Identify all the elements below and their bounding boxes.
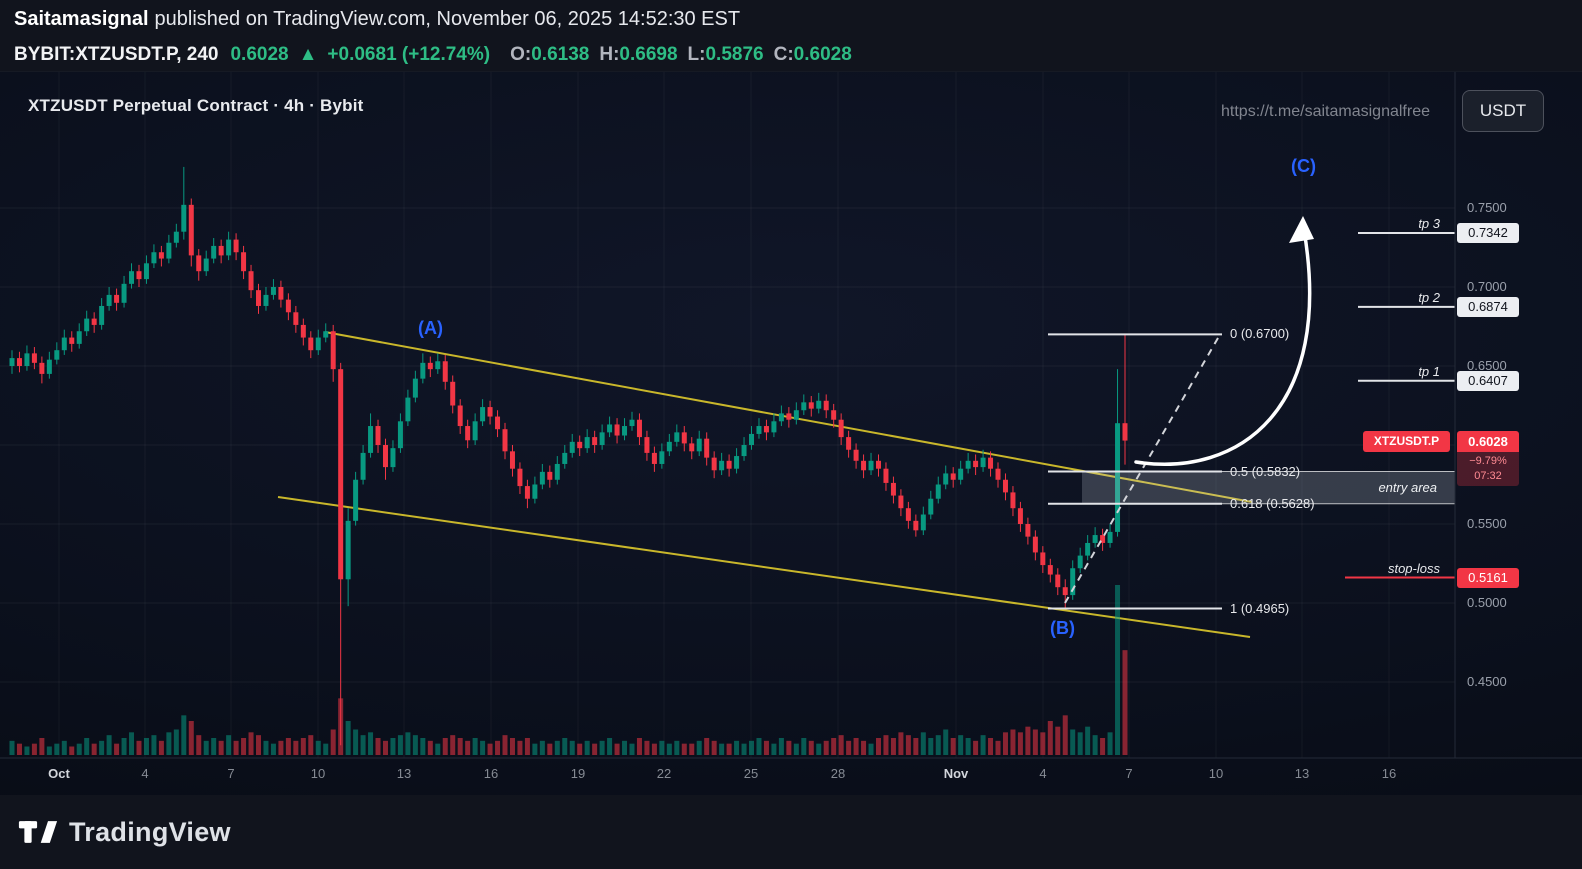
fib-label-05: 0.5 (0.5832) xyxy=(1230,463,1301,479)
time-axis-label: 13 xyxy=(396,766,412,781)
entry-area-label: entry area xyxy=(1378,479,1437,495)
time-axis-label: Oct xyxy=(48,766,70,781)
currency-toggle-button[interactable]: USDT xyxy=(1462,90,1544,132)
change-percent: −9.79% xyxy=(1469,454,1507,467)
time-axis[interactable]: Oct 4 7 10 13 16 19 22 25 28 Nov 4 7 10 13 16 xyxy=(0,758,1455,795)
time-axis-label: 7 xyxy=(1125,766,1133,781)
fib-label-0618: 0.618 (0.5628) xyxy=(1230,495,1315,511)
tp2-price-box: 0.6874 xyxy=(1457,296,1519,317)
wave-label-c: (C) xyxy=(1291,156,1316,176)
chart-panel: XTZUSDT Perpetual Contract · 4h · Bybit … xyxy=(0,72,1582,795)
time-axis-label: 22 xyxy=(656,766,672,781)
price-axis[interactable]: 0.7500 0.7000 0.6500 0.5500 0.5000 0.4500 xyxy=(1455,72,1582,758)
time-axis-label: 28 xyxy=(830,766,846,781)
fib-label-0: 0 (0.6700) xyxy=(1230,326,1290,342)
volume-series xyxy=(9,585,1128,755)
publish-bar: Saitamasignal published on TradingView.c… xyxy=(0,0,1582,38)
time-axis-label: 13 xyxy=(1294,766,1310,781)
entry-area-band xyxy=(1082,471,1455,504)
tp3-label: tp 3 xyxy=(1418,215,1440,231)
tp3-price-box: 0.7342 xyxy=(1457,222,1519,243)
last-price-change: −9.79% 07:32 xyxy=(1457,451,1519,486)
last-price: 0.6028 xyxy=(230,43,289,65)
low-value: 0.5876 xyxy=(705,43,764,65)
time-axis-label: 10 xyxy=(310,766,326,781)
time-axis-label: 19 xyxy=(570,766,586,781)
stop-loss-price-box: 0.5161 xyxy=(1457,567,1519,588)
high-label: H: xyxy=(599,43,620,65)
projection-arrow-head xyxy=(1289,216,1314,243)
high-value: 0.6698 xyxy=(619,43,678,65)
last-price-axis-label: 0.6028 −9.79% 07:32 xyxy=(1457,430,1519,486)
author-name: Saitamasignal xyxy=(14,7,149,30)
time-axis-label: 10 xyxy=(1208,766,1224,781)
up-arrow-icon: ▲ xyxy=(298,43,318,65)
open-value: 0.6138 xyxy=(531,43,590,65)
time-axis-label: 4 xyxy=(141,766,149,781)
close-label: C: xyxy=(773,43,794,65)
chart-title: XTZUSDT Perpetual Contract · 4h · Bybit xyxy=(28,96,364,115)
price-axis-label: 0.5000 xyxy=(1467,595,1507,610)
close-value: 0.6028 xyxy=(793,43,852,65)
bar-countdown: 07:32 xyxy=(1474,469,1502,482)
take-profit-lines xyxy=(1345,231,1455,579)
wave-label-b: (B) xyxy=(1050,618,1075,638)
stop-loss-label: stop-loss xyxy=(1387,560,1440,576)
tp1-label: tp 1 xyxy=(1418,363,1440,379)
time-axis-label: 4 xyxy=(1039,766,1047,781)
wave-label-a: (A) xyxy=(418,318,443,338)
time-axis-label: 7 xyxy=(227,766,235,781)
price-axis-label: 0.5500 xyxy=(1467,516,1507,531)
open-label: O: xyxy=(510,43,532,65)
time-axis-label: 25 xyxy=(743,766,759,781)
symbol-interval: BYBIT:XTZUSDT.P, 240 xyxy=(14,43,219,65)
chart-grid xyxy=(0,72,1455,758)
ticker-bar: BYBIT:XTZUSDT.P, 240 0.6028 ▲ +0.0681 (+… xyxy=(0,38,1582,72)
candlestick-series xyxy=(9,166,1128,746)
telegram-link[interactable]: https://t.me/saitamasignalfree xyxy=(1221,103,1430,120)
brand-name: TradingView xyxy=(69,816,231,847)
tradingview-logo[interactable] xyxy=(18,815,58,849)
price-axis-label: 0.7000 xyxy=(1467,279,1507,294)
fib-retracement-lines xyxy=(1048,333,1222,610)
price-axis-label: 0.7500 xyxy=(1467,200,1507,215)
time-axis-label: 16 xyxy=(483,766,499,781)
projection-arrow xyxy=(1134,228,1312,466)
tp1-price-box: 0.6407 xyxy=(1457,370,1519,391)
price-axis-label: 0.4500 xyxy=(1467,674,1507,689)
last-price-value: 0.6028 xyxy=(1457,430,1519,452)
price-change: +0.0681 (+12.74%) xyxy=(327,43,491,65)
low-label: L: xyxy=(687,43,706,65)
footer: TradingView xyxy=(0,795,1582,869)
price-axis-label: 0.6500 xyxy=(1467,358,1507,373)
symbol-price-badge: XTZUSDT.P xyxy=(1363,430,1450,452)
projection-dashed-line xyxy=(1064,337,1219,604)
time-axis-label: 16 xyxy=(1381,766,1397,781)
time-axis-label: Nov xyxy=(943,766,969,781)
fib-label-1: 1 (0.4965) xyxy=(1230,600,1290,616)
tp2-label: tp 2 xyxy=(1418,289,1440,305)
price-chart-canvas[interactable] xyxy=(0,72,1582,795)
publish-info: published on TradingView.com, November 0… xyxy=(154,7,741,30)
